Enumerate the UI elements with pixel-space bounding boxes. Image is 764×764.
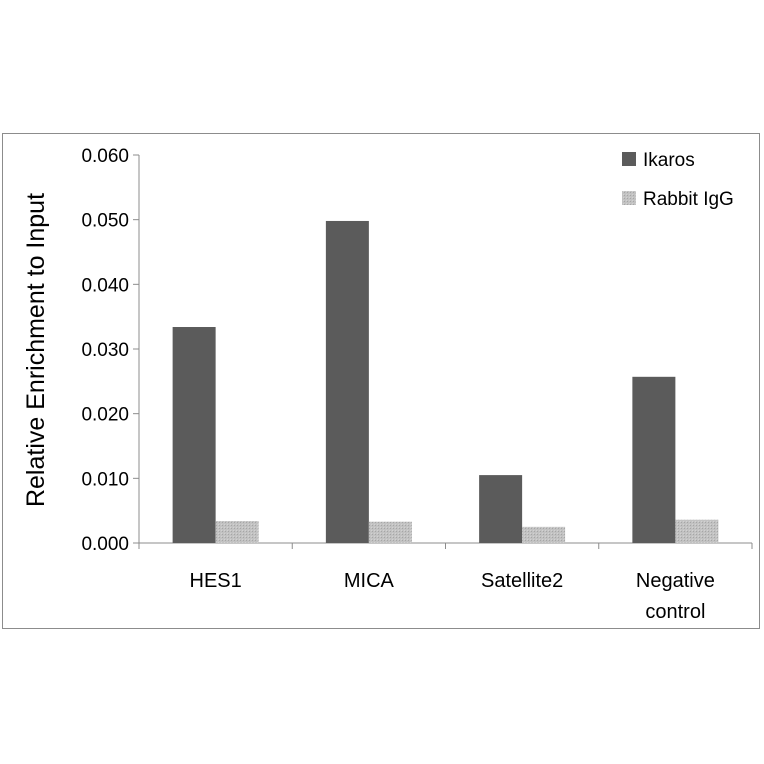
x-category-label: Satellite2 xyxy=(481,570,563,592)
bar-rabbit-igg xyxy=(215,521,259,543)
x-category-label: MICA xyxy=(344,570,395,592)
legend-swatch xyxy=(622,191,636,205)
x-category-label: Negative xyxy=(636,570,715,592)
bar-ikaros xyxy=(479,475,523,543)
bar-ikaros xyxy=(632,376,676,543)
legend: Ikaros Rabbit IgG xyxy=(622,150,734,210)
y-tick-label: 0.020 xyxy=(81,405,129,426)
y-tick-label: 0.010 xyxy=(81,469,129,490)
bar-ikaros xyxy=(172,327,216,543)
legend-label: Ikaros xyxy=(643,150,695,171)
x-category-label: HES1 xyxy=(190,570,242,592)
y-axis-title: Relative Enrichment to Input xyxy=(22,193,50,507)
plot-area: 0.000 0.010 0.020 0.030 0.040 0.050 0.060 HES1 M… xyxy=(81,146,753,623)
y-tick-label: 0.030 xyxy=(81,340,129,361)
bar-rabbit-igg xyxy=(368,521,412,543)
bar-rabbit-igg xyxy=(522,526,566,543)
y-tick-label: 0.060 xyxy=(81,146,129,167)
x-category-label: control xyxy=(645,601,705,623)
legend-label: Rabbit IgG xyxy=(643,189,734,210)
y-tick-label: 0.040 xyxy=(81,275,129,296)
y-tick-label: 0.000 xyxy=(81,534,129,555)
bar-rabbit-igg xyxy=(675,519,719,543)
y-tick-label: 0.050 xyxy=(81,211,129,232)
legend-swatch xyxy=(622,152,636,166)
bar-ikaros xyxy=(325,220,369,543)
